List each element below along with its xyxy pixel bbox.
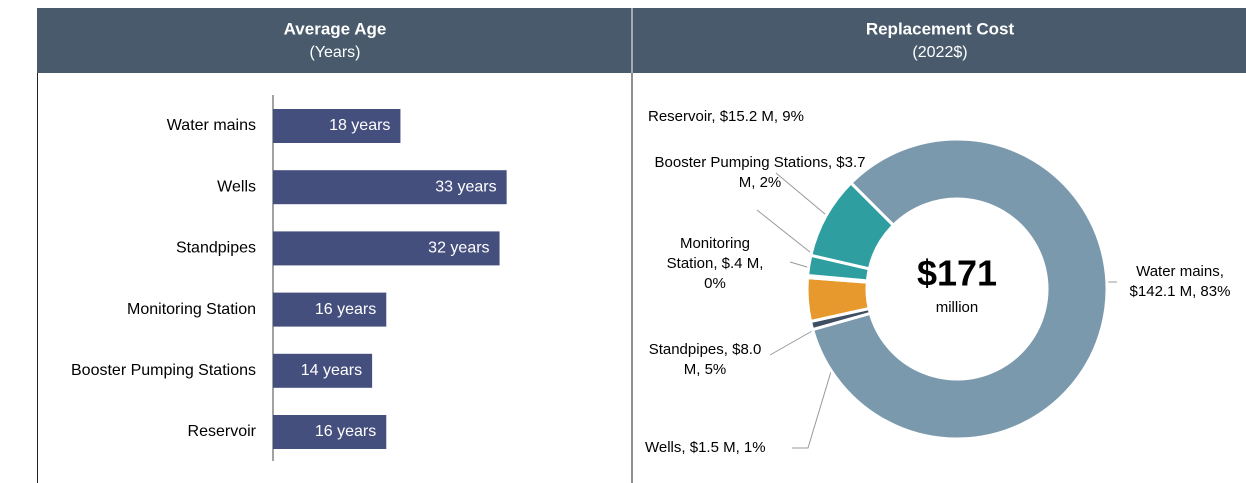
center-value: $171 — [917, 253, 997, 294]
header-band — [37, 8, 1246, 73]
bar — [273, 109, 401, 143]
bar — [273, 292, 387, 327]
slice-label: Reservoir, $15.2 M, 9% — [648, 108, 804, 125]
left-title: Average Age — [284, 19, 387, 38]
value-label: 18 years — [329, 117, 390, 134]
bar — [273, 170, 507, 205]
bar — [273, 415, 387, 449]
slice-label: Wells, $1.5 M, 1% — [645, 439, 766, 456]
category-label: Monitoring Station — [127, 301, 256, 318]
bar — [273, 353, 373, 388]
value-label: 32 years — [428, 240, 489, 257]
slice-label: Booster Pumping Stations, $3.7 M, 2% — [654, 154, 866, 191]
center-unit: million — [936, 299, 979, 316]
category-label: Water mains — [167, 117, 256, 134]
slice-label: Monitoring Station, $.4 M, 0% — [666, 235, 764, 292]
slice-label: Water mains, $142.1 M, 83% — [1129, 263, 1231, 300]
category-label: Booster Pumping Stations — [71, 362, 256, 379]
right-title: Replacement Cost — [866, 19, 1015, 38]
donut-slice — [810, 137, 1109, 441]
leader-line — [756, 209, 821, 261]
category-label: Reservoir — [188, 423, 257, 440]
right-subtitle: (2022$) — [912, 44, 967, 61]
donut-slice — [809, 180, 896, 271]
category-label: Wells — [217, 178, 256, 195]
category-label: Standpipes — [176, 240, 256, 257]
value-label: 33 years — [435, 178, 496, 195]
left-subtitle: (Years) — [310, 44, 361, 61]
slice-label: Standpipes, $8.0 M, 5% — [648, 341, 762, 378]
value-label: 16 years — [315, 423, 376, 440]
bar — [273, 231, 500, 266]
value-label: 16 years — [315, 301, 376, 318]
value-label: 14 years — [301, 362, 362, 379]
